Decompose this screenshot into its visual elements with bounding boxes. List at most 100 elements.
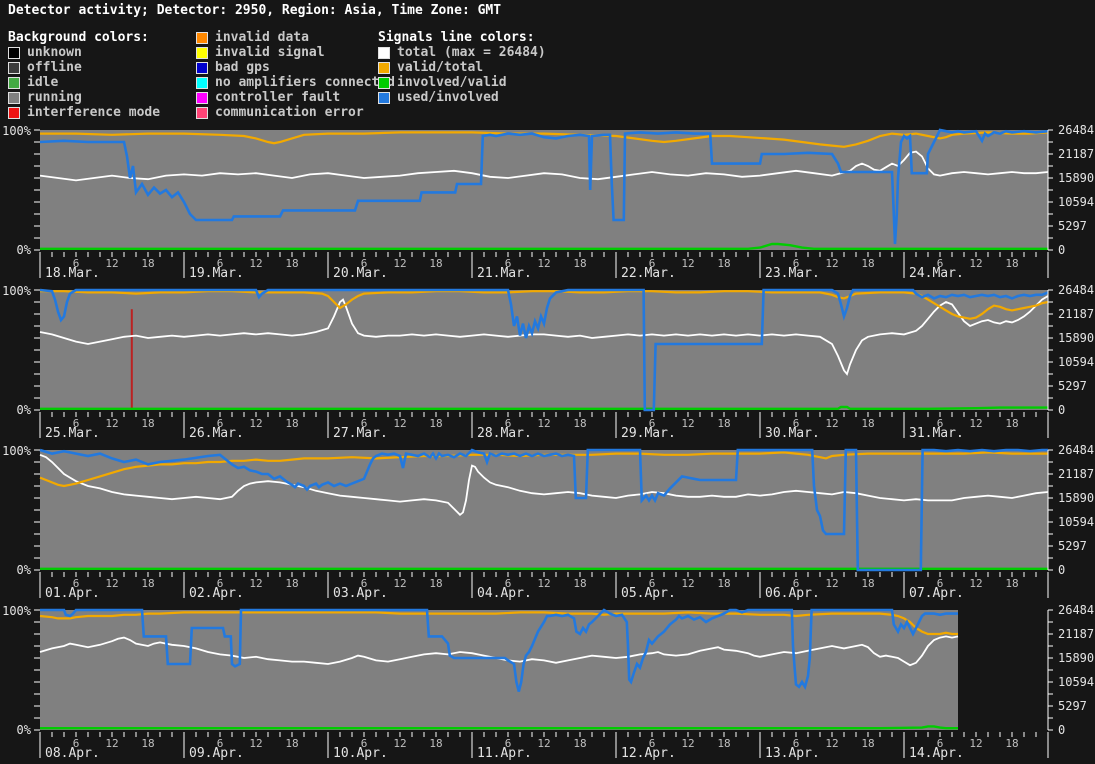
date-label: 11.Apr.	[477, 746, 532, 761]
valid-total-line	[40, 131, 1049, 148]
hour-label: 18	[573, 577, 586, 590]
hour-label: 12	[681, 417, 694, 430]
hour-label: 12	[537, 257, 550, 270]
legend-item-valid-total: valid/total	[378, 60, 546, 75]
communication-error-swatch-icon	[196, 106, 208, 119]
hour-label: 6	[217, 417, 224, 430]
hour-label: 6	[361, 577, 368, 590]
right-axis-label: 0	[1058, 243, 1065, 257]
hour-label: 6	[649, 737, 656, 750]
used-involved-line	[40, 608, 958, 692]
legend-item-label: unknown	[27, 45, 82, 60]
hour-label: 18	[1005, 577, 1018, 590]
axes	[34, 129, 1053, 278]
hour-label: 6	[937, 737, 944, 750]
hour-label: 18	[861, 737, 874, 750]
date-label: 23.Mar.	[765, 266, 820, 281]
total-line	[39, 635, 959, 667]
legend-item-running: running	[8, 90, 160, 105]
date-label: 05.Apr.	[621, 586, 676, 601]
legend-item-label: offline	[27, 60, 82, 75]
hour-label: 12	[825, 737, 838, 750]
hour-label: 6	[505, 257, 512, 270]
hour-label: 18	[285, 737, 298, 750]
legend-item-involved-valid: involved/valid	[378, 75, 546, 90]
valid-total-line	[39, 611, 958, 636]
hour-label: 6	[361, 737, 368, 750]
hour-label: 6	[793, 737, 800, 750]
hour-label: 6	[361, 257, 368, 270]
hour-label: 6	[649, 417, 656, 430]
involved-valid-line	[40, 725, 958, 730]
legend-item-used-involved: used/involved	[378, 90, 546, 105]
right-axis-label: 26484	[1058, 603, 1094, 617]
right-axis-label: 5297	[1058, 699, 1087, 713]
legend-item-label: communication error	[215, 105, 364, 120]
date-label: 22.Mar.	[621, 266, 676, 281]
date-label: 08.Apr.	[45, 746, 100, 761]
total-line	[39, 150, 1049, 182]
hour-label: 6	[793, 257, 800, 270]
axes	[34, 289, 1053, 438]
hour-label: 18	[573, 257, 586, 270]
right-axis-label: 15890	[1058, 491, 1094, 505]
used-involved-line	[39, 128, 1049, 245]
legend-item-communication-error: communication error	[196, 105, 395, 120]
date-label: 24.Mar.	[909, 266, 964, 281]
hour-label: 18	[1005, 257, 1018, 270]
legend-item-offline: offline	[8, 60, 160, 75]
hour-label: 6	[505, 577, 512, 590]
right-axis-label: 26484	[1058, 443, 1094, 457]
date-label: 03.Apr.	[333, 586, 388, 601]
date-label: 07.Apr.	[909, 586, 964, 601]
hour-label: 6	[505, 737, 512, 750]
date-label: 18.Mar.	[45, 266, 100, 281]
hour-label: 18	[285, 257, 298, 270]
legend-item-controller-fault: controller fault	[196, 90, 395, 105]
date-label: 31.Mar.	[909, 426, 964, 441]
hour-label: 12	[249, 257, 262, 270]
running-background	[40, 290, 1048, 410]
valid-total-line	[39, 451, 1048, 488]
legend-item-label: invalid signal	[215, 45, 325, 60]
hour-label: 12	[825, 417, 838, 430]
running-swatch-icon	[8, 91, 20, 104]
right-axis-label: 10594	[1058, 195, 1094, 209]
left-axis-100-label: 100%	[2, 284, 32, 298]
hour-label: 12	[825, 257, 838, 270]
hour-label: 6	[937, 417, 944, 430]
hour-label: 6	[649, 257, 656, 270]
legend-item-label: invalid data	[215, 30, 309, 45]
running-background	[40, 450, 1048, 570]
left-axis-0-label: 0%	[17, 723, 32, 737]
legend-item-label: involved/valid	[397, 75, 507, 90]
date-label: 12.Apr.	[621, 746, 676, 761]
hour-label: 12	[393, 737, 406, 750]
running-background	[40, 610, 958, 730]
legend-item-total-max-26484: total (max = 26484)	[378, 45, 546, 60]
hour-label: 18	[429, 737, 442, 750]
page-title: Detector activity; Detector: 2950, Regio…	[8, 3, 502, 18]
hour-label: 6	[73, 417, 80, 430]
hour-label: 6	[217, 577, 224, 590]
hour-label: 18	[861, 577, 874, 590]
hour-label: 6	[73, 577, 80, 590]
hour-label: 18	[717, 577, 730, 590]
hour-label: 18	[141, 417, 154, 430]
hour-label: 6	[937, 577, 944, 590]
hour-label: 18	[1005, 417, 1018, 430]
right-axis-label: 21187	[1058, 307, 1094, 321]
date-label: 13.Apr.	[765, 746, 820, 761]
legend-item-unknown: unknown	[8, 45, 160, 60]
hour-label: 6	[217, 257, 224, 270]
date-label: 28.Mar.	[477, 426, 532, 441]
legend-item-label: running	[27, 90, 82, 105]
date-label: 02.Apr.	[189, 586, 244, 601]
hour-label: 12	[105, 737, 118, 750]
